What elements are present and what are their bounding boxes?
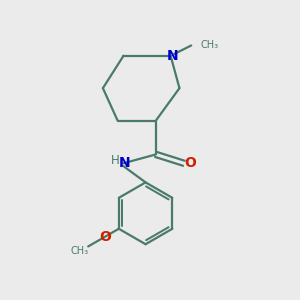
Text: CH₃: CH₃ <box>71 246 89 256</box>
Text: O: O <box>184 156 196 170</box>
Text: H: H <box>111 154 120 167</box>
Text: N: N <box>167 49 178 63</box>
Text: CH₃: CH₃ <box>201 40 219 50</box>
Text: O: O <box>99 230 111 244</box>
Text: N: N <box>119 156 131 170</box>
